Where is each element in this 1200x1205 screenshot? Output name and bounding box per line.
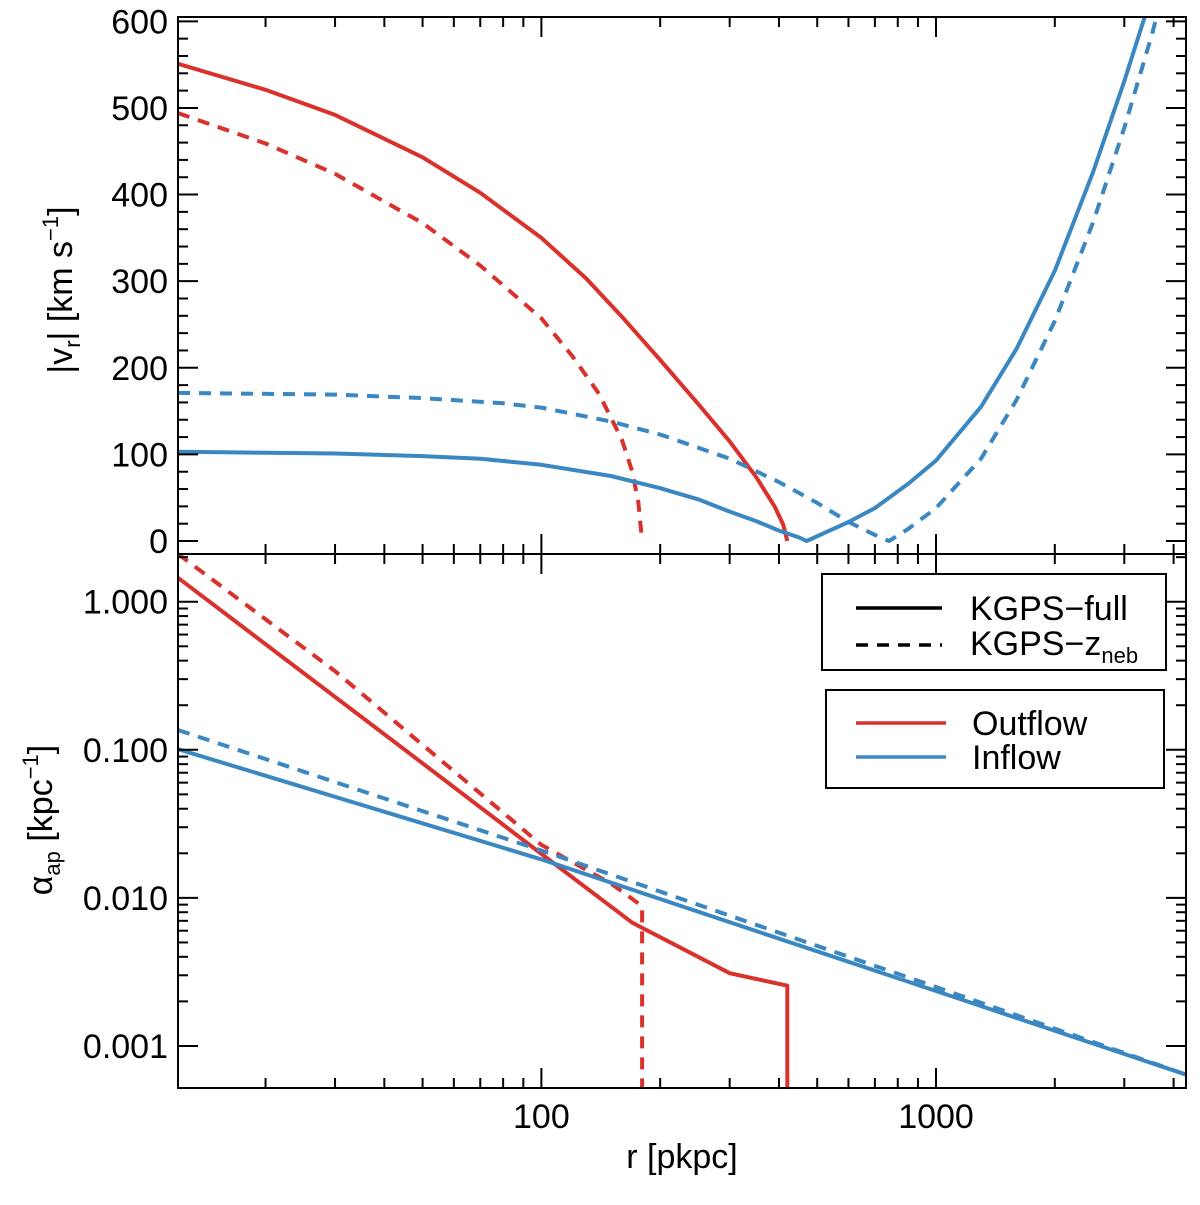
bottom-series-group [178, 554, 1186, 1088]
bottom-panel-frame [177, 553, 1187, 1089]
x-tick-label: 100 [513, 1098, 570, 1136]
legend-flow-box [825, 689, 1165, 789]
bottom-y-tick-label: 0.001 [83, 1028, 168, 1066]
bottom-inflow-full-line [178, 747, 1186, 1077]
legend-linestyle-box [821, 573, 1167, 671]
top-y-tick-label: 600 [111, 3, 168, 41]
bottom-y-tick-label: 0.010 [83, 880, 168, 918]
legend-inflow-label: Inflow [972, 739, 1061, 777]
top-outflow-full-line [178, 61, 790, 542]
bottom-y-tick-label: 1.000 [83, 584, 168, 622]
top-series-clip [178, 17, 1159, 543]
top-panel: 0 100 200 300 400 500 600 |vr| [km s−1] [38, 3, 1186, 561]
top-outflow-zneb-line [178, 111, 645, 542]
x-axis-label: r [pkpc] [626, 1138, 737, 1176]
top-y-tick-label: 100 [111, 436, 168, 474]
top-inflow-full-line [178, 17, 1147, 543]
bottom-y-tick-label: 0.100 [83, 732, 168, 770]
top-y-tick-label: 300 [111, 263, 168, 301]
bottom-inflow-zneb-line [178, 728, 1186, 1077]
top-y-axis-label: |vr| [km s−1] [38, 206, 85, 373]
x-tick-label: 1000 [898, 1098, 974, 1136]
bottom-ticks-group: 0.001 0.010 0.100 1.000 100 1000 [83, 554, 1186, 1136]
bottom-outflow-full-line [178, 576, 790, 1088]
top-y-tick-label: 0 [149, 523, 168, 561]
legend-flow: Outflow Inflow [825, 689, 1165, 789]
legend-kgps-zneb-label: KGPS−zneb [970, 625, 1138, 668]
legend-outflow-label: Outflow [972, 705, 1088, 743]
legend-kgps-full-label: KGPS−full [970, 590, 1128, 628]
top-inflow-zneb-line [178, 17, 1159, 543]
top-y-tick-label: 400 [111, 177, 168, 215]
top-panel-frame [177, 16, 1187, 555]
bottom-series-clip [178, 554, 1186, 1088]
top-y-tick-label: 200 [111, 350, 168, 388]
top-series-group [178, 17, 1159, 543]
top-ticks-group: 0 100 200 300 400 500 600 [111, 3, 1186, 561]
bottom-y-axis-label: αap [kpc−1] [18, 745, 65, 896]
top-y-tick-label: 500 [111, 90, 168, 128]
legend-linestyle: KGPS−full KGPS−zneb [821, 573, 1167, 671]
